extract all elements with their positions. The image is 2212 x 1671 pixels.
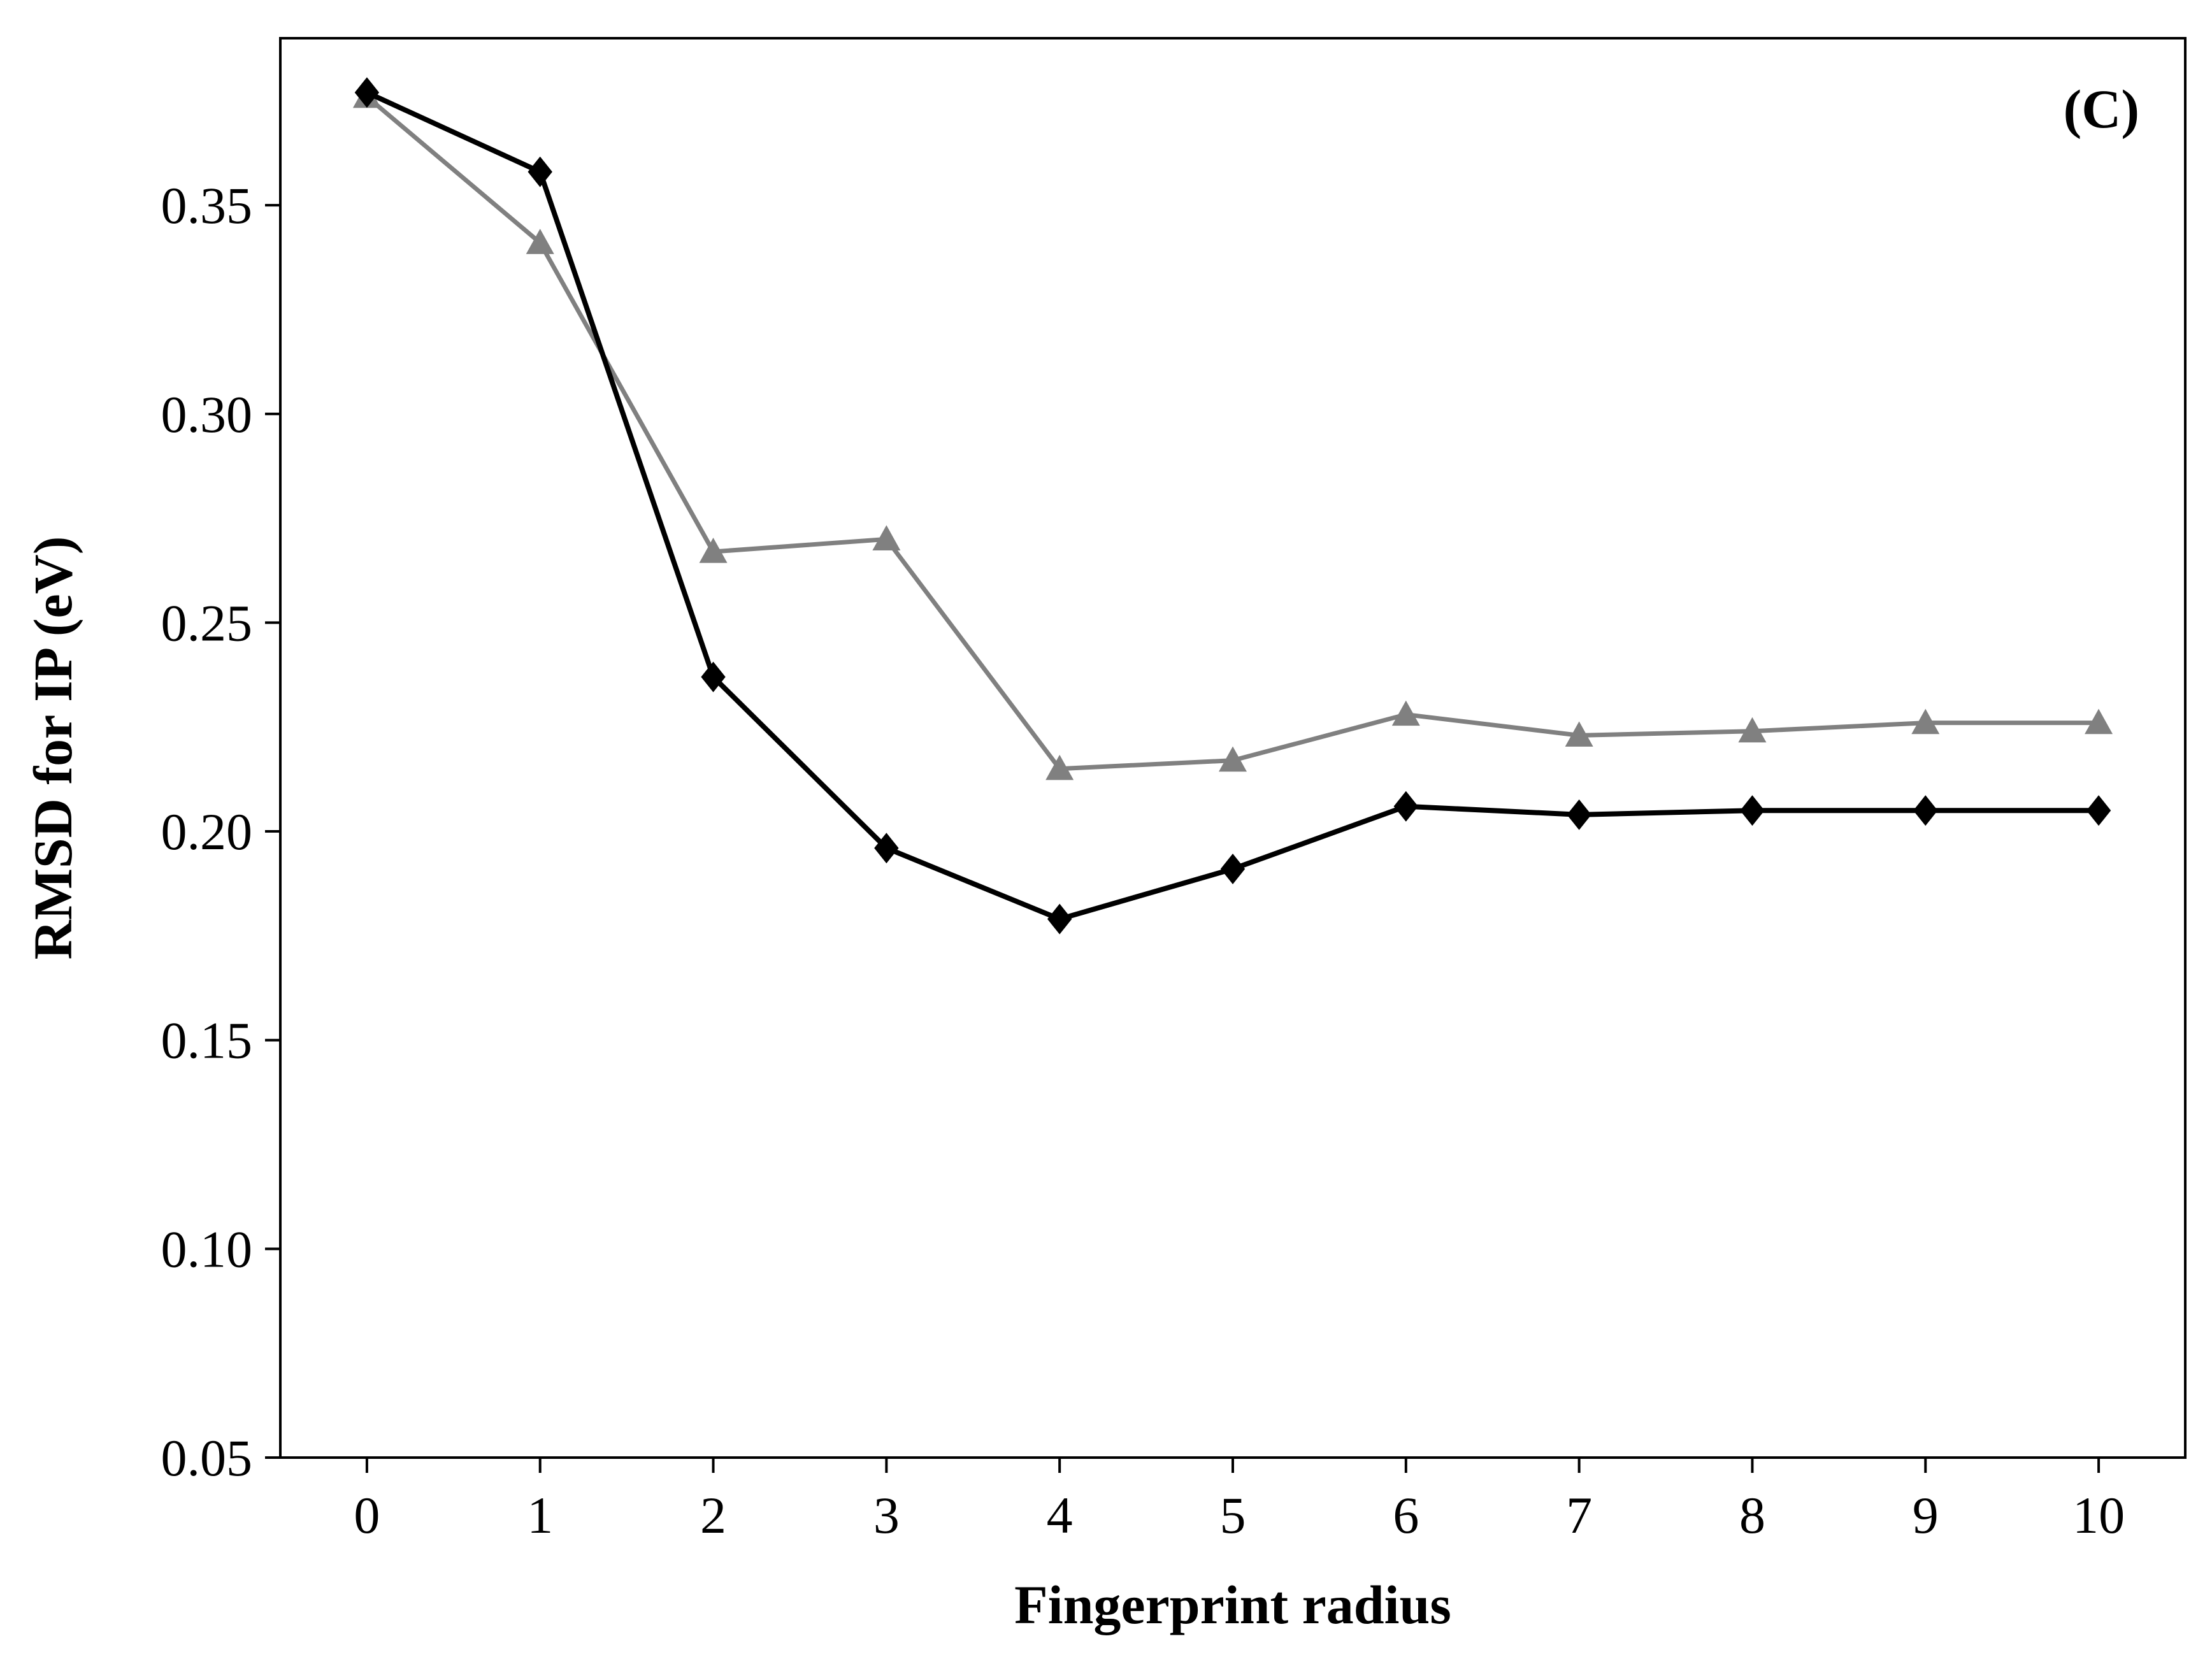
diamond-marker [874, 833, 899, 864]
series-1 [352, 82, 2113, 780]
y-tick-label: 0.25 [161, 594, 253, 652]
series-2-line [366, 90, 2099, 922]
triangle-marker [1911, 708, 1940, 735]
diamond-marker [1913, 795, 1938, 826]
diamond-marker [1220, 854, 1246, 885]
diamond-marker [354, 77, 380, 108]
triangle-marker [699, 538, 728, 563]
diamond-marker [1393, 791, 1419, 822]
diamond-marker [528, 156, 552, 187]
plot-area [352, 77, 2113, 935]
x-tick-label: 0 [354, 1486, 380, 1544]
panel-label: (C) [2064, 78, 2139, 140]
series-2 [354, 77, 2111, 935]
diamond-marker [701, 661, 726, 692]
diamond-marker [1567, 799, 1591, 830]
y-axis-title: RMSD for IP (eV) [22, 536, 83, 960]
y-tick-label: 0.05 [161, 1429, 253, 1487]
triangle-marker [872, 525, 901, 550]
triangle-marker [1565, 721, 1593, 747]
triangle-marker [1045, 754, 1074, 780]
x-tick-label: 5 [1220, 1486, 1246, 1544]
y-tick-label: 0.30 [161, 385, 253, 443]
triangle-marker [526, 229, 554, 254]
x-tick-label: 9 [1913, 1486, 1939, 1544]
x-tick-label: 1 [527, 1486, 553, 1544]
x-tick-label: 10 [2072, 1486, 2125, 1544]
x-tick-label: 6 [1393, 1486, 1419, 1544]
y-tick-label: 0.20 [161, 803, 253, 861]
x-tick-label: 7 [1566, 1486, 1592, 1544]
x-tick-label: 2 [700, 1486, 726, 1544]
y-axis: 0.05 0.10 0.15 0.20 0.25 0.30 0.35 [161, 176, 280, 1487]
x-tick-label: 4 [1047, 1486, 1073, 1544]
y-tick-label: 0.10 [161, 1220, 253, 1278]
triangle-marker [2085, 708, 2113, 735]
diamond-marker [2086, 795, 2111, 826]
x-axis: 0 1 2 3 4 5 6 7 8 9 10 [354, 1458, 2125, 1544]
triangle-marker [1219, 746, 1247, 772]
triangle-marker [1738, 717, 1767, 743]
diamond-marker [1047, 903, 1072, 935]
x-tick-label: 3 [873, 1486, 900, 1544]
triangle-marker [1391, 700, 1420, 726]
y-tick-label: 0.35 [161, 176, 253, 234]
x-axis-title: Fingerprint radius [1014, 1574, 1451, 1635]
x-tick-label: 8 [1739, 1486, 1765, 1544]
series-1-line [365, 95, 2099, 771]
y-tick-label: 0.15 [161, 1012, 253, 1070]
diamond-marker [1740, 795, 1765, 826]
